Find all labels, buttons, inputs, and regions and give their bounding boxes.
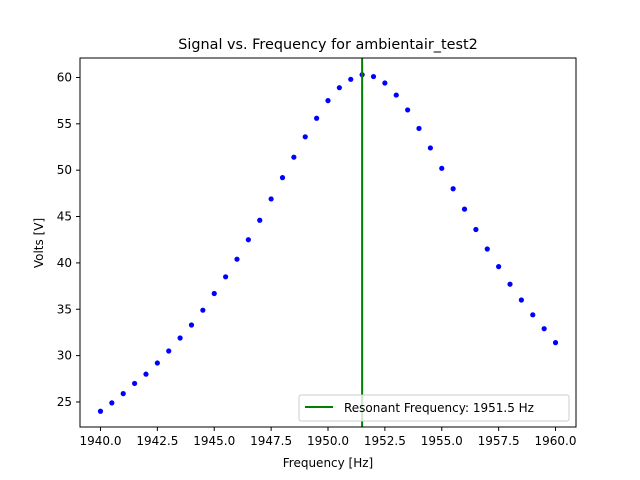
data-point xyxy=(143,371,149,377)
y-tick-label: 40 xyxy=(57,256,72,270)
data-point xyxy=(245,237,251,243)
data-point xyxy=(97,408,104,414)
x-tick-label: 1947.5 xyxy=(250,434,292,448)
x-tick-label: 1940.0 xyxy=(79,434,121,448)
y-tick-label: 45 xyxy=(57,210,72,224)
legend-box xyxy=(298,394,570,422)
data-point xyxy=(473,226,479,233)
y-tick-label: 30 xyxy=(57,349,72,363)
x-tick-label: 1955.0 xyxy=(421,434,463,448)
data-point xyxy=(416,125,422,132)
x-tick-label: 1950.0 xyxy=(307,434,349,448)
data-point xyxy=(120,391,126,397)
data-point xyxy=(200,307,206,313)
data-point xyxy=(541,326,547,332)
legend-label: Resonant Frequency: 1951.5 Hz xyxy=(344,401,534,415)
y-tick-label: 55 xyxy=(57,117,72,131)
x-tick-label: 1960.0 xyxy=(535,434,577,448)
data-point xyxy=(518,297,524,303)
data-point xyxy=(393,92,399,98)
data-point xyxy=(314,115,320,121)
y-axis: 25 30 35 40 45 50 55 60 xyxy=(57,70,80,409)
data-point xyxy=(109,400,115,406)
x-tick-label: 1957.5 xyxy=(478,434,520,448)
data-point xyxy=(461,206,468,212)
y-tick-label: 25 xyxy=(57,395,72,409)
data-point xyxy=(177,335,183,341)
data-point xyxy=(382,80,388,86)
data-point xyxy=(507,281,513,287)
data-point xyxy=(348,76,354,82)
data-point xyxy=(132,380,138,387)
data-point xyxy=(166,348,172,354)
data-point xyxy=(279,175,286,181)
y-axis-title: Volts [V] xyxy=(32,218,46,268)
data-point xyxy=(552,340,559,346)
data-point xyxy=(223,274,229,280)
data-point xyxy=(484,246,490,252)
data-point xyxy=(450,186,456,192)
data-point xyxy=(211,290,217,297)
y-tick-label: 50 xyxy=(57,163,72,177)
data-point xyxy=(302,134,308,140)
legend: Resonant Frequency: 1951.5 Hz xyxy=(298,394,570,422)
x-axis: 1940.0 1942.5 1945.0 1947.5 1950.0 1952.5 1955… xyxy=(79,427,577,448)
x-tick-label: 1945.0 xyxy=(193,434,235,448)
data-point xyxy=(427,145,433,151)
x-tick-label: 1952.5 xyxy=(364,434,406,448)
data-point xyxy=(439,165,445,171)
x-tick-label: 1942.5 xyxy=(136,434,178,448)
data-point xyxy=(291,154,297,160)
data-point xyxy=(530,312,536,318)
data-point xyxy=(234,256,240,262)
x-axis-title: Frequency [Hz] xyxy=(283,456,374,470)
plot-area xyxy=(97,58,559,427)
y-tick-label: 60 xyxy=(57,70,72,84)
data-point xyxy=(496,264,502,270)
y-tick-label: 35 xyxy=(57,302,72,316)
data-point xyxy=(405,107,411,113)
data-point xyxy=(268,196,274,202)
data-point xyxy=(325,98,331,104)
chart-title: Signal vs. Frequency for ambientair_test… xyxy=(178,37,478,53)
data-point xyxy=(154,360,160,366)
data-point xyxy=(257,217,263,223)
data-point xyxy=(188,322,195,328)
data-point xyxy=(336,85,342,91)
data-point xyxy=(370,73,377,80)
